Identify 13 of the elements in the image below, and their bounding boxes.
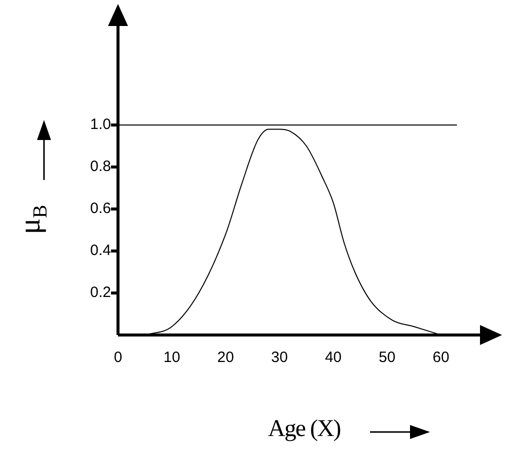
x-tick-label: 20: [217, 349, 234, 366]
y-tick-label: 0.8: [90, 158, 111, 176]
x-tick-label: 0: [114, 349, 122, 366]
x-tick-label: 60: [432, 349, 450, 366]
x-axis-title: Age (X): [268, 416, 340, 443]
y-tick-label: 0.2: [90, 284, 111, 302]
y-tick-label: 1.0: [90, 116, 111, 134]
x-tick-label: 30: [271, 349, 288, 366]
x-tick-label: 40: [324, 349, 342, 366]
y-tick-label: 0.4: [90, 242, 111, 260]
x-tick-label: 10: [163, 349, 180, 366]
y-tick-label: 0.6: [90, 200, 111, 218]
x-tick-label: 50: [378, 349, 396, 366]
